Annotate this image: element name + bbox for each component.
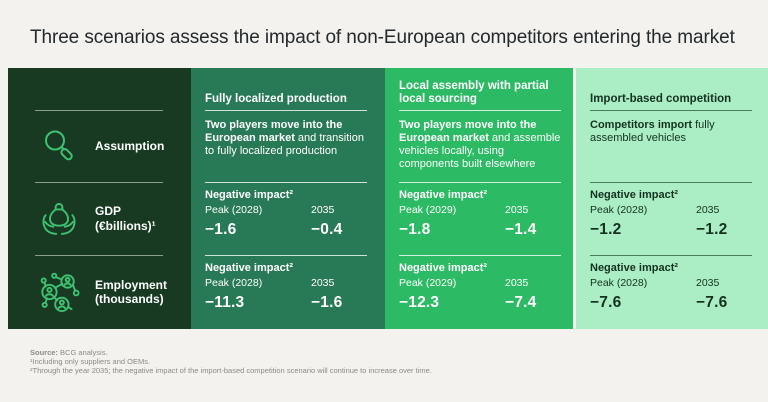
gdp-metric: Negative impact² Peak (2028) 2035 −1.6 −… [205, 189, 377, 239]
peak-value: −11.3 [205, 294, 245, 311]
peak-value: −1.6 [205, 221, 237, 238]
footnote-2: ²Through the year 2035; the negative imp… [30, 366, 432, 376]
assumption-rest: and assemble vehicles locally, using com… [399, 132, 561, 170]
source-text: BCG analysis. [57, 348, 108, 357]
impact-label: Negative impact² [399, 189, 488, 201]
divider [205, 110, 367, 111]
impact-label: Negative impact² [590, 189, 679, 201]
peak-value: −1.8 [399, 221, 431, 238]
assumption-bold: Two players move into the European marke… [399, 119, 537, 144]
year-value: −7.6 [696, 294, 728, 311]
peak-value: −7.6 [590, 294, 622, 311]
divider [590, 110, 752, 111]
year-label: 2035 [505, 204, 529, 216]
year-label: 2035 [311, 204, 335, 216]
scenario-heading: Local assembly with partial local sourci… [399, 80, 549, 105]
rail-label-gdp: GDP (€billions)¹ [95, 204, 156, 233]
rail-label-gdp-line1: GDP [95, 204, 122, 218]
employment-metric: Negative impact² Peak (2029) 2035 −12.3 … [399, 262, 565, 312]
rail-label-employment: Employment (thousands) [95, 278, 167, 307]
peak-label: Peak (2029) [399, 204, 457, 216]
scenario-column-local-assembly: Local assembly with partial local sourci… [385, 68, 573, 329]
scenario-assumption: Competitors import fully assembled vehic… [590, 119, 757, 145]
rail-label-gdp-line2: (€billions)¹ [95, 218, 156, 233]
rail-divider [35, 110, 163, 111]
impact-label: Negative impact² [205, 189, 294, 201]
impact-label: Negative impact² [205, 262, 294, 274]
scenario-column-fully-localized: Fully localized production Two players m… [191, 68, 385, 329]
year-value: −1.4 [505, 221, 537, 238]
scenario-board: Assumption GDP (€billions [8, 68, 768, 329]
scenario-assumption: Two players move into the European marke… [399, 119, 562, 171]
year-label: 2035 [505, 277, 529, 289]
scenario-assumption: Two players move into the European marke… [205, 119, 374, 158]
scenario-column-import-based: Import-based competition Competitors imp… [573, 68, 768, 329]
year-label: 2035 [311, 277, 335, 289]
divider [399, 255, 561, 256]
assumption-rest: fully assembled vehicles [590, 119, 715, 144]
peak-label: Peak (2028) [205, 204, 263, 216]
scenario-heading: Fully localized production [205, 93, 347, 105]
magnifier-icon [38, 128, 80, 164]
divider [399, 182, 561, 183]
year-value: −7.4 [505, 294, 537, 311]
source-line: Source: BCG analysis. [30, 348, 432, 357]
gdp-metric: Negative impact² Peak (2029) 2035 −1.8 −… [399, 189, 565, 239]
divider [399, 110, 561, 111]
year-value: −1.2 [696, 221, 728, 238]
impact-label: Negative impact² [399, 262, 488, 274]
divider [205, 255, 367, 256]
people-network-icon [38, 271, 80, 313]
year-value: −0.4 [311, 221, 343, 238]
rail-label-employment-line2: (thousands) [95, 292, 164, 306]
peak-value: −12.3 [399, 294, 440, 311]
footnote-1: ¹Including only suppliers and OEMs. [30, 357, 151, 367]
rail-row-assumption: Assumption [38, 110, 187, 182]
assumption-bold: Two players move into the European marke… [205, 119, 343, 144]
peak-label: Peak (2028) [205, 277, 263, 289]
rail-divider [35, 182, 163, 183]
money-bag-hands-icon [38, 199, 80, 239]
rail-row-employment: Employment (thousands) [38, 255, 187, 329]
peak-label: Peak (2028) [590, 277, 648, 289]
rail-divider [35, 255, 163, 256]
employment-metric: Negative impact² Peak (2028) 2035 −11.3 … [205, 262, 377, 312]
peak-value: −1.2 [590, 221, 622, 238]
rail-label-assumption: Assumption [95, 138, 165, 153]
peak-label: Peak (2029) [399, 277, 457, 289]
impact-label: Negative impact² [590, 262, 679, 274]
footnotes: Source: BCG analysis. ¹Including only su… [30, 348, 432, 376]
year-label: 2035 [696, 204, 720, 216]
year-value: −1.6 [311, 294, 343, 311]
year-label: 2035 [696, 277, 720, 289]
divider [590, 182, 752, 183]
metric-rail: Assumption GDP (€billions [8, 68, 191, 329]
page-title: Three scenarios assess the impact of non… [30, 27, 735, 48]
rail-label-employment-line1: Employment [95, 277, 168, 292]
gdp-metric: Negative impact² Peak (2028) 2035 −1.2 −… [590, 189, 760, 239]
divider [205, 182, 367, 183]
assumption-rest: and transition to fully localized produc… [205, 132, 364, 157]
employment-metric: Negative impact² Peak (2028) 2035 −7.6 −… [590, 262, 760, 312]
assumption-bold: Competitors import [590, 119, 693, 131]
source-label: Source: [30, 348, 58, 357]
peak-label: Peak (2028) [590, 204, 648, 216]
scenario-heading: Import-based competition [590, 93, 732, 105]
divider [590, 255, 752, 256]
rail-row-gdp: GDP (€billions)¹ [38, 182, 187, 255]
